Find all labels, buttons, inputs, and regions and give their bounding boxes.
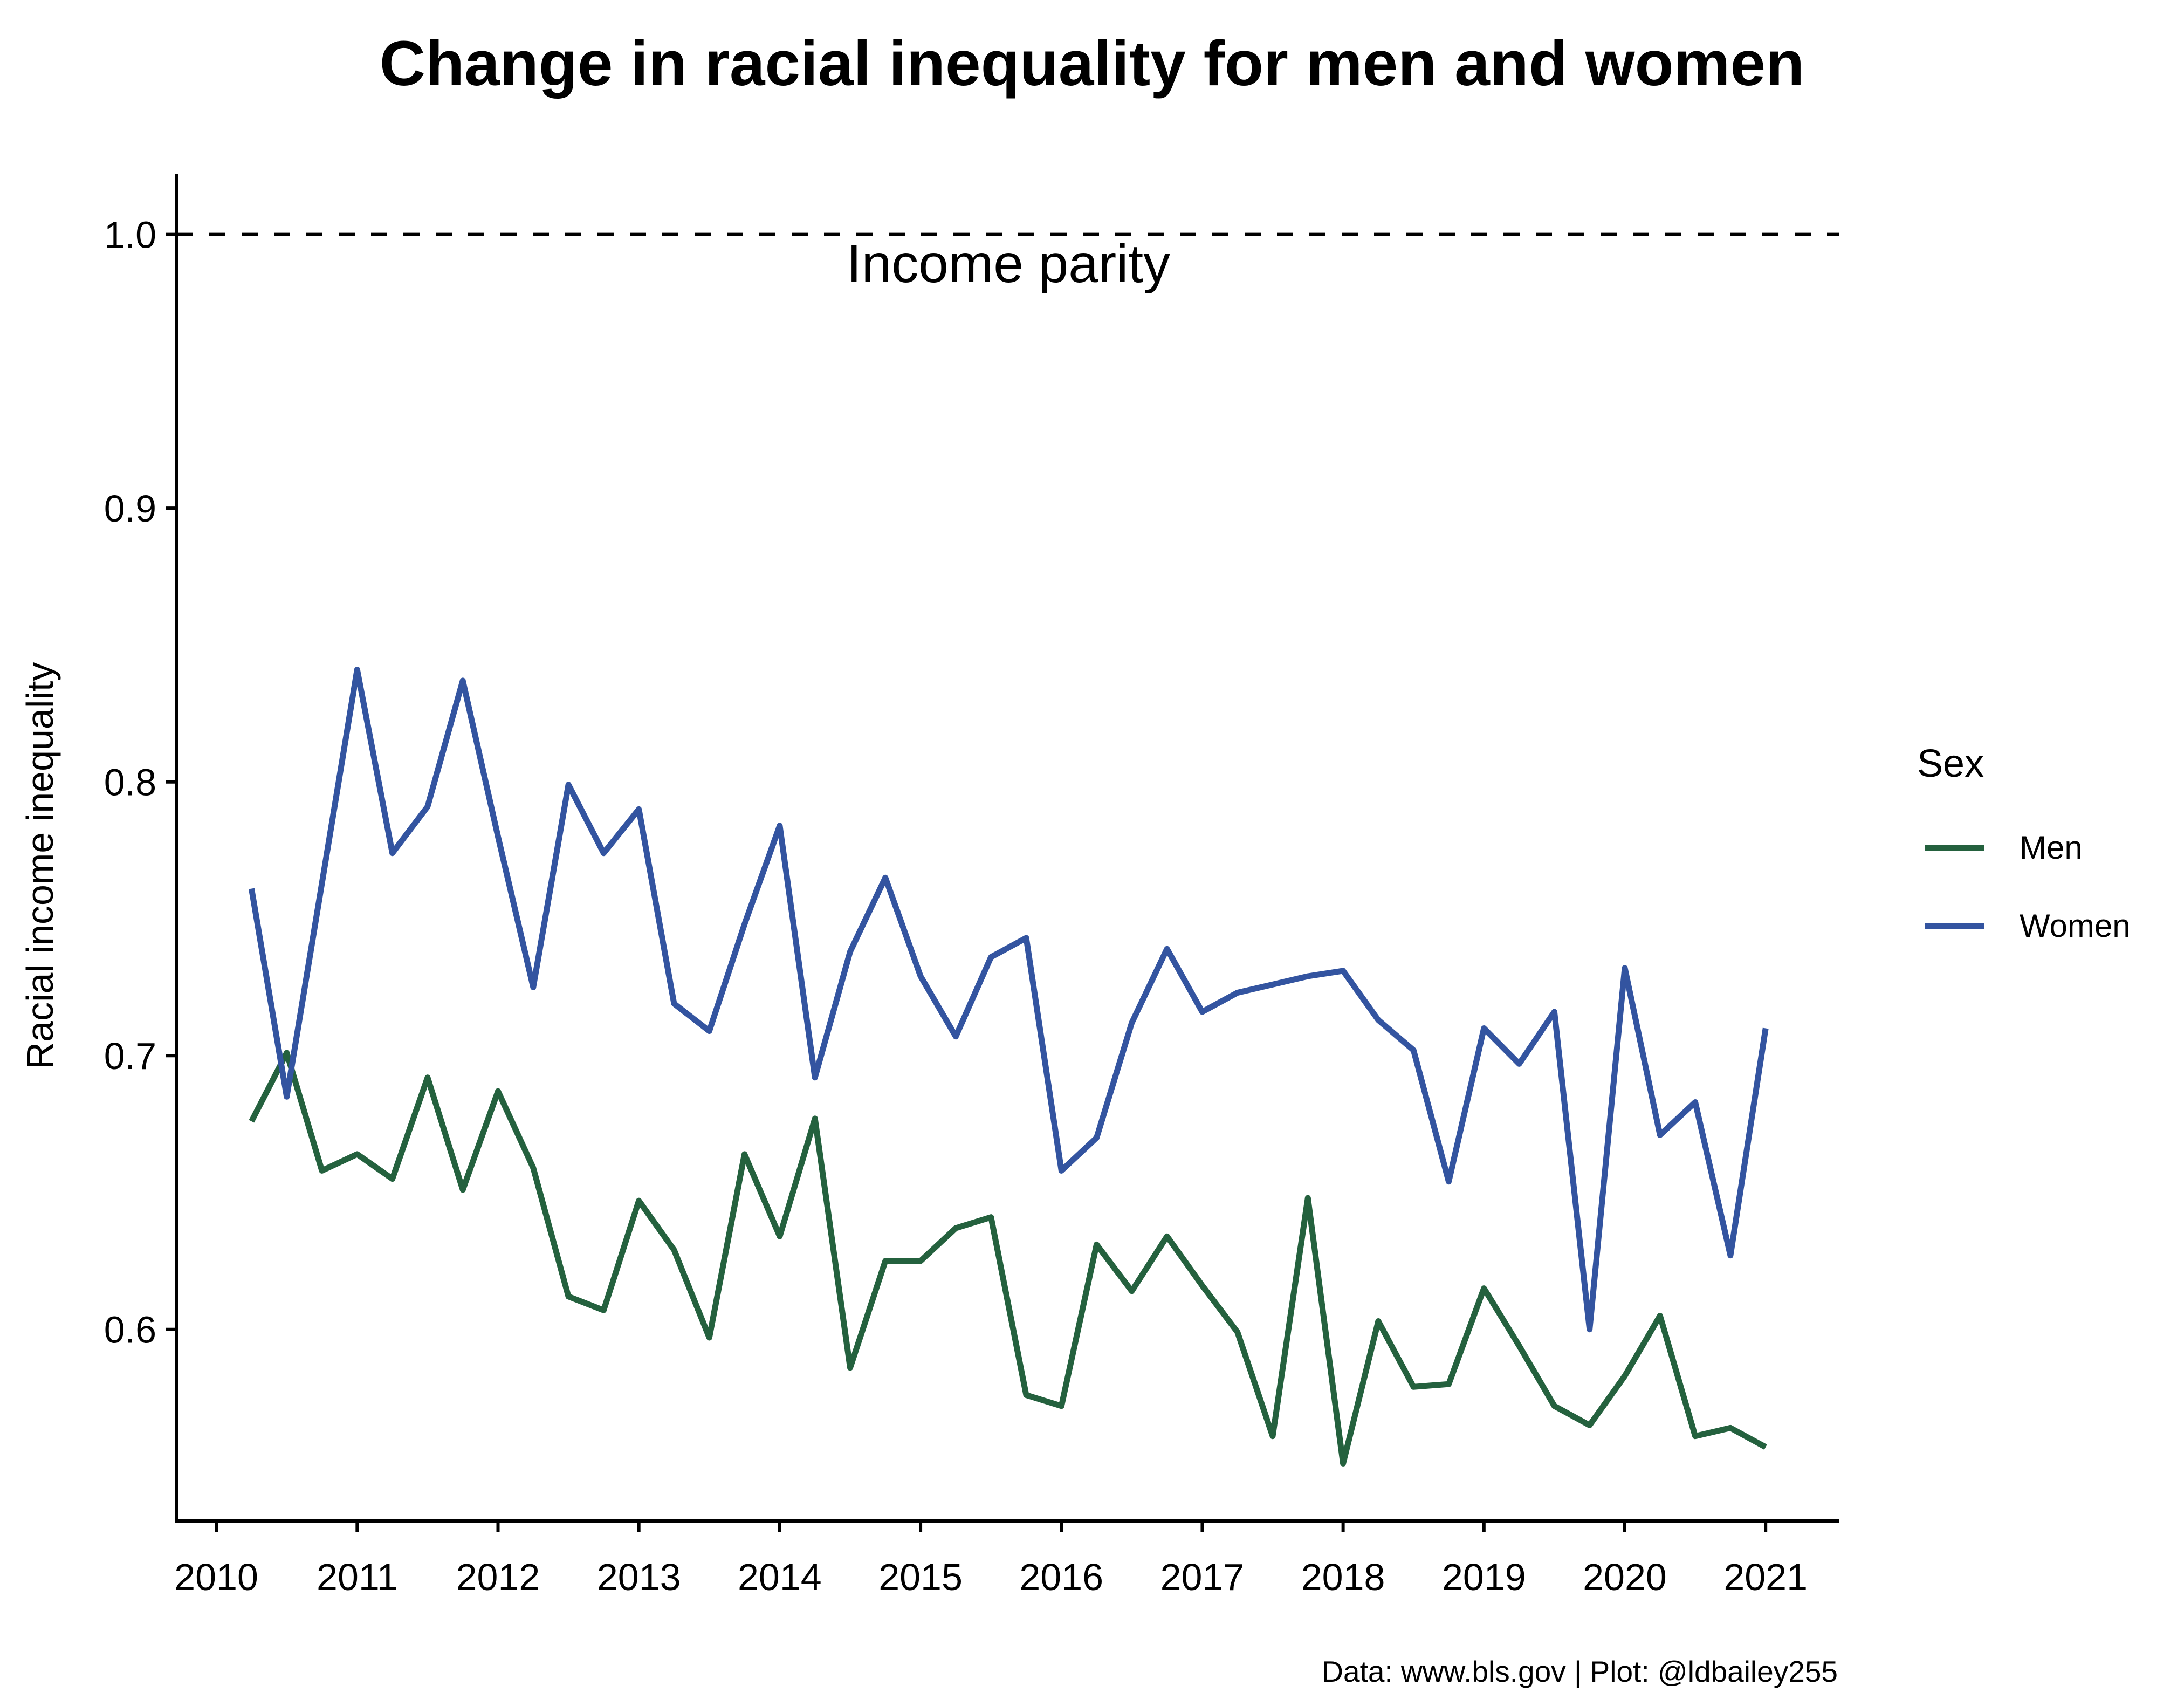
y-ticks: 0.6 0.7 0.8 0.9 1.0 [104,214,177,1351]
x-tick-label: 2020 [1583,1556,1667,1598]
svg-text:Racial income inequality: Racial income inequality [19,662,61,1070]
x-tick-label: 2018 [1301,1556,1385,1598]
parity-label: Income parity [847,234,1170,294]
x-tick-label: 2011 [317,1556,398,1598]
x-tick-label: 2016 [1019,1556,1103,1598]
caption: Data: www.bls.gov | Plot: @ldbailey255 [1322,1655,1838,1688]
y-tick-label: 0.7 [104,1035,156,1077]
y-tick-label: 0.6 [104,1309,156,1351]
series-lines [248,667,1769,1467]
x-tick-label: 2014 [738,1556,822,1598]
y-axis-title: Racial income inequality [19,662,61,1070]
x-ticks: 2010 2011 2012 2013 2014 2015 2016 2017 2018 2019… [174,1521,1808,1598]
legend-label-men: Men [2020,830,2083,866]
x-tick-label: 2017 [1160,1556,1245,1598]
y-tick-label: 1.0 [104,214,156,256]
x-tick-label: 2010 [174,1556,258,1598]
x-tick-label: 2021 [1723,1556,1808,1598]
x-tick-label: 2015 [878,1556,963,1598]
series-line-women [248,667,1769,1333]
legend: Sex Men Women [1917,742,2131,944]
x-tick-label: 2012 [456,1556,540,1598]
y-tick-label: 0.8 [104,762,156,804]
legend-title: Sex [1917,742,1984,785]
x-tick-label: 2019 [1442,1556,1526,1598]
series-line-men [249,1050,1767,1467]
chart-title: Change in racial inequality for men and … [380,28,1804,99]
legend-label-women: Women [2020,908,2131,944]
x-tick-label: 2013 [597,1556,681,1598]
y-tick-label: 0.9 [104,488,156,530]
